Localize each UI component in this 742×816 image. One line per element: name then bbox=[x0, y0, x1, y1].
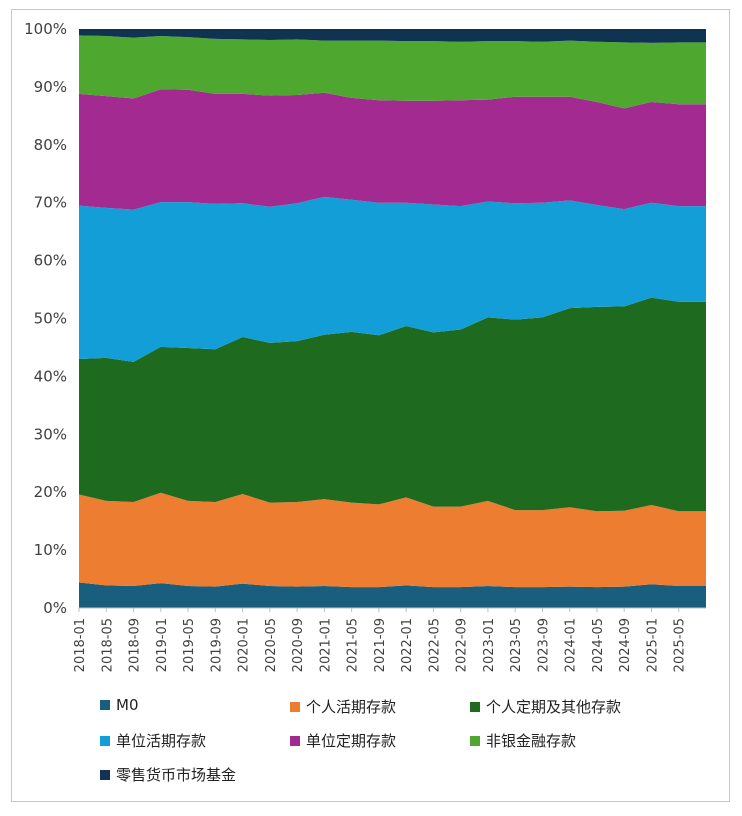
y-tick-label: 80% bbox=[34, 136, 67, 154]
legend-item: 零售货币市场基金 bbox=[100, 764, 236, 785]
area-series-2 bbox=[79, 297, 706, 512]
legend-swatch bbox=[290, 701, 300, 712]
area-series-1 bbox=[79, 492, 706, 588]
x-tick-label: 2022-09 bbox=[455, 618, 470, 672]
legend-label: 非银金融存款 bbox=[486, 732, 577, 750]
y-tick-label: 100% bbox=[24, 20, 67, 38]
x-tick-label: 2018-05 bbox=[100, 618, 115, 672]
legend-swatch bbox=[470, 735, 480, 746]
y-tick-label: 10% bbox=[34, 541, 67, 559]
y-tick-label: 90% bbox=[34, 78, 67, 96]
legend-swatch bbox=[100, 769, 110, 780]
x-tick-label: 2025-01 bbox=[645, 618, 660, 672]
x-tick-label: 2018-09 bbox=[128, 618, 143, 672]
x-tick-label: 2022-05 bbox=[427, 618, 442, 672]
legend-label: 单位定期存款 bbox=[306, 732, 397, 750]
area-series-4 bbox=[79, 89, 706, 210]
legend-item: 个人定期及其他存款 bbox=[470, 696, 621, 717]
legend-swatch bbox=[470, 701, 480, 712]
x-axis-tick-labels: 2018-01 2018-05 2018-09 2019-01 2019-05 2019-… bbox=[73, 608, 688, 672]
legend-swatch bbox=[100, 735, 110, 746]
x-tick-label: 2018-01 bbox=[73, 618, 88, 672]
x-tick-label: 2024-01 bbox=[564, 618, 579, 672]
legend-item: 个人活期存款 bbox=[290, 696, 396, 717]
y-tick-label: 70% bbox=[34, 194, 67, 212]
x-tick-label: 2020-05 bbox=[264, 618, 279, 672]
legend-item: 单位定期存款 bbox=[290, 730, 396, 751]
x-tick-label: 2019-09 bbox=[209, 618, 224, 672]
legend-item: 非银金融存款 bbox=[470, 730, 576, 751]
y-axis-tick-labels: 0% 10% 20% 30% 40% 50% 60% 70% 80% 90% 100% bbox=[24, 20, 67, 617]
series-areas bbox=[79, 29, 706, 608]
legend-label: M0 bbox=[116, 696, 139, 714]
legend-label: 零售货币市场基金 bbox=[116, 766, 237, 784]
area-series-6 bbox=[79, 29, 706, 43]
legend-label: 个人定期及其他存款 bbox=[486, 698, 622, 716]
x-tick-label: 2020-01 bbox=[237, 618, 252, 672]
x-tick-label: 2019-05 bbox=[182, 618, 197, 672]
y-tick-label: 40% bbox=[34, 367, 67, 385]
x-tick-label: 2023-01 bbox=[482, 618, 497, 672]
x-tick-label: 2024-09 bbox=[618, 618, 633, 672]
area-series-3 bbox=[79, 196, 706, 362]
legend-label: 个人活期存款 bbox=[306, 698, 397, 716]
x-tick-label: 2022-01 bbox=[400, 618, 415, 672]
y-tick-label: 20% bbox=[34, 483, 67, 501]
y-tick-label: 30% bbox=[34, 425, 67, 443]
x-tick-label: 2020-09 bbox=[291, 618, 306, 672]
legend-swatch bbox=[290, 735, 300, 746]
legend-item: M0 bbox=[100, 696, 139, 714]
legend-swatch bbox=[100, 700, 110, 710]
x-tick-label: 2023-05 bbox=[509, 618, 524, 672]
area-series-0 bbox=[79, 582, 706, 608]
x-tick-label: 2019-01 bbox=[155, 618, 170, 672]
x-tick-label: 2021-05 bbox=[346, 618, 361, 672]
y-tick-label: 50% bbox=[34, 310, 67, 328]
y-tick-label: 60% bbox=[34, 252, 67, 270]
x-tick-label: 2021-09 bbox=[373, 618, 388, 672]
legend-item: 单位活期存款 bbox=[100, 730, 206, 751]
legend-label: 单位活期存款 bbox=[116, 732, 207, 750]
x-tick-label: 2021-01 bbox=[318, 618, 333, 672]
stacked-area-chart: 0% 10% 20% 30% 40% 50% 60% 70% 80% 90% 100% 2018-0… bbox=[24, 20, 706, 672]
x-tick-label: 2025-05 bbox=[673, 618, 688, 672]
y-tick-label: 0% bbox=[43, 599, 67, 617]
x-tick-label: 2024-05 bbox=[591, 618, 606, 672]
x-tick-label: 2023-09 bbox=[536, 618, 551, 672]
area-series-5 bbox=[79, 35, 706, 109]
